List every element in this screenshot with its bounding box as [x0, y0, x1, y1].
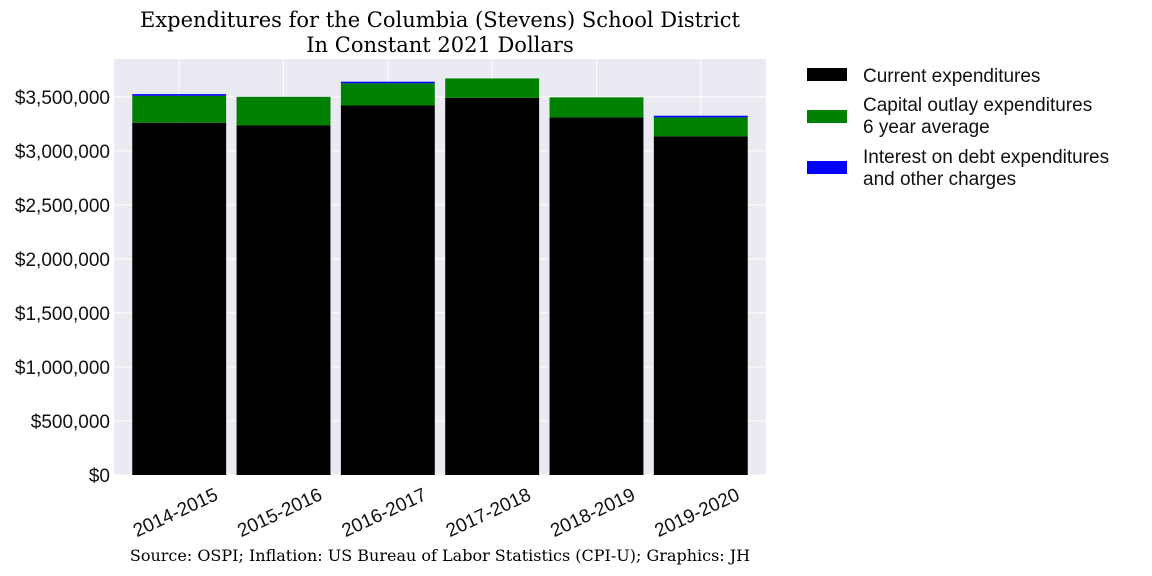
legend-swatch [807, 110, 847, 123]
legend-label: 6 year average [863, 117, 990, 138]
bar-segment-2019-2020-series-3 [653, 115, 748, 118]
y-tick-label: $2,500,000 [15, 196, 110, 217]
bar-segment-2015-2016-series-2 [236, 96, 331, 126]
y-tick-label: $1,500,000 [15, 304, 110, 325]
bar-segment-2016-2017-series-1 [340, 105, 435, 475]
x-tick-label: 2019-2020 [652, 484, 743, 541]
y-tick-label: $3,500,000 [15, 88, 110, 109]
legend-label: and other charges [863, 169, 1016, 190]
y-tick-label: $3,000,000 [15, 142, 110, 163]
legend-swatch [807, 161, 847, 174]
bar-segment-2014-2015-series-1 [132, 122, 227, 476]
y-tick-label: $500,000 [31, 412, 110, 433]
x-tick-label: 2018-2019 [547, 484, 638, 541]
bar-segment-2017-2018-series-1 [445, 97, 540, 475]
x-tick-label: 2014-2015 [130, 484, 221, 541]
legend-label: Current expenditures [863, 66, 1040, 87]
bar-segment-2019-2020-series-2 [653, 117, 748, 137]
y-axis-ticks: $0 $500,000 $1,000,000 $1,500,000 $2,000,000… [15, 88, 110, 487]
bar-segment-2018-2019-series-1 [549, 117, 644, 475]
y-tick-label: $2,000,000 [15, 250, 110, 271]
legend-label: Capital outlay expenditures [863, 95, 1092, 116]
chart-subtitle: In Constant 2021 Dollars [306, 33, 573, 57]
y-tick-label: $0 [89, 466, 110, 487]
bar-segment-2018-2019-series-2 [549, 97, 644, 118]
legend: Current expenditures Capital outlay expen… [807, 66, 1109, 190]
legend-swatch [807, 68, 847, 81]
x-tick-label: 2016-2017 [339, 484, 430, 541]
x-tick-label: 2017-2018 [443, 484, 534, 541]
y-tick-label: $1,000,000 [15, 358, 110, 379]
bar-segment-2016-2017-series-3 [340, 81, 435, 84]
bar-segment-2014-2015-series-2 [132, 95, 227, 123]
source-caption: Source: OSPI; Inflation: US Bureau of La… [130, 546, 750, 565]
bar-segment-2017-2018-series-2 [445, 78, 540, 98]
bar-segment-2019-2020-series-1 [653, 136, 748, 475]
bar-segment-2014-2015-series-3 [132, 94, 227, 96]
bars-group [132, 78, 748, 476]
x-tick-label: 2015-2016 [234, 484, 325, 541]
bar-segment-2016-2017-series-2 [340, 83, 435, 106]
chart-title: Expenditures for the Columbia (Stevens) … [140, 8, 741, 32]
x-axis-ticks: 2014-2015 2015-2016 2016-2017 2017-2018 2018… [130, 484, 743, 541]
bar-segment-2015-2016-series-1 [236, 125, 331, 475]
legend-label: Interest on debt expenditures [863, 147, 1109, 168]
